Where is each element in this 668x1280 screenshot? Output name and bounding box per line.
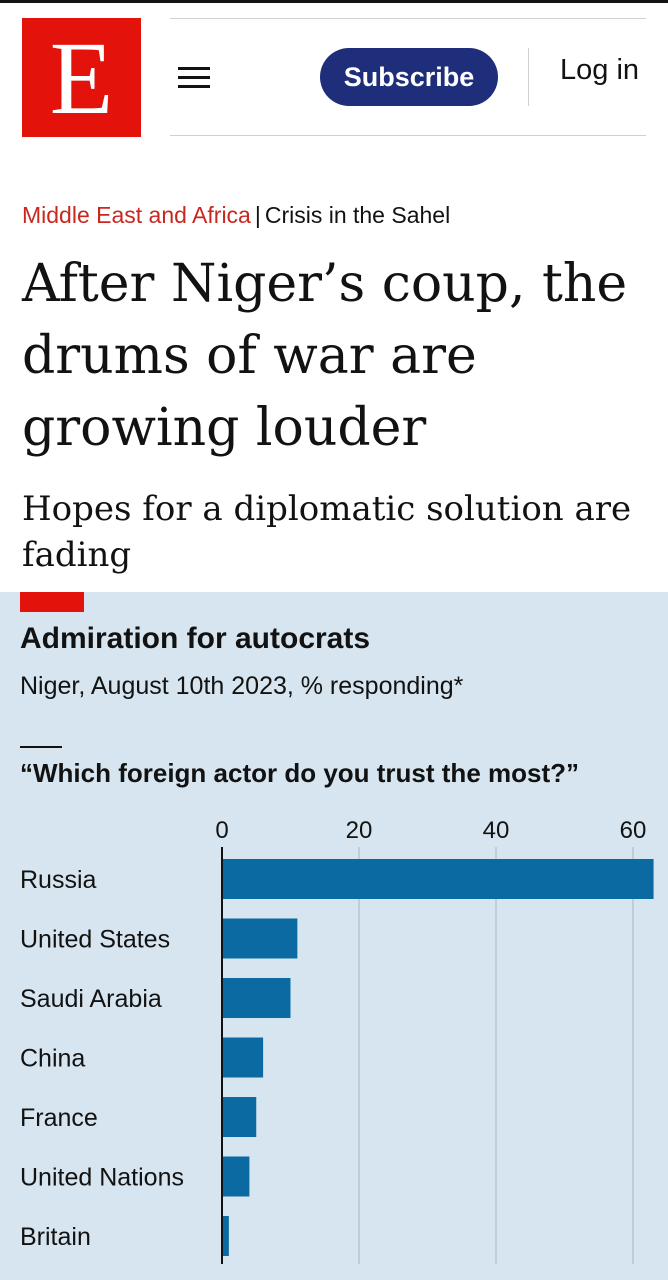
category-label: China [20, 1045, 85, 1073]
x-tick-label: 60 [620, 817, 647, 844]
category-label: France [20, 1104, 98, 1132]
logo-letter: E [49, 20, 114, 136]
x-tick-label: 20 [346, 817, 373, 844]
chart-subtitle: Niger, August 10th 2023, % responding* [20, 672, 464, 700]
x-tick-label: 0 [215, 817, 228, 844]
login-link[interactable]: Log in [560, 54, 640, 86]
category-label: Saudi Arabia [20, 985, 162, 1013]
header-top-line [170, 18, 646, 19]
chart-panel: Admiration for autocrats Niger, August 1… [0, 592, 668, 1280]
chart-red-tag [20, 592, 84, 612]
article-kicker: Middle East and Africa | Crisis in the Sah… [22, 202, 450, 229]
hamburger-menu-icon[interactable] [170, 58, 218, 98]
chart-question: “Which foreign actor do you trust the mo… [20, 758, 579, 788]
category-label: Russia [20, 866, 97, 894]
bar-china [222, 1037, 264, 1078]
question-rule [20, 746, 62, 748]
topic-link[interactable]: Crisis in the Sahel [264, 202, 451, 228]
economist-logo[interactable]: E [22, 18, 141, 137]
bar-france [222, 1097, 257, 1137]
bar-britain [222, 1216, 229, 1256]
category-label: United Nations [20, 1164, 184, 1192]
bar-saudi-arabia [222, 978, 291, 1018]
category-label: United States [20, 926, 170, 954]
bar-united-nations [222, 1156, 250, 1197]
article-headline: After Niger’s coup, the drums of war are… [22, 254, 628, 458]
bar-chart: 0 20 40 60 Russia United States Saudi Arabia Ch… [20, 817, 654, 1264]
category-label: Britain [20, 1223, 91, 1251]
bar-russia [222, 859, 654, 899]
article-standfirst: Hopes for a diplomatic solution are fadi… [22, 489, 632, 575]
section-link[interactable]: Middle East and Africa [22, 202, 251, 228]
x-tick-label: 40 [483, 817, 510, 844]
header-divider [528, 48, 529, 106]
subscribe-button[interactable]: Subscribe [320, 48, 498, 106]
header-bottom-line [170, 135, 646, 136]
chart-title: Admiration for autocrats [20, 622, 371, 655]
kicker-separator: | [254, 202, 261, 228]
bar-united-states [222, 918, 298, 959]
top-rule [0, 0, 668, 3]
